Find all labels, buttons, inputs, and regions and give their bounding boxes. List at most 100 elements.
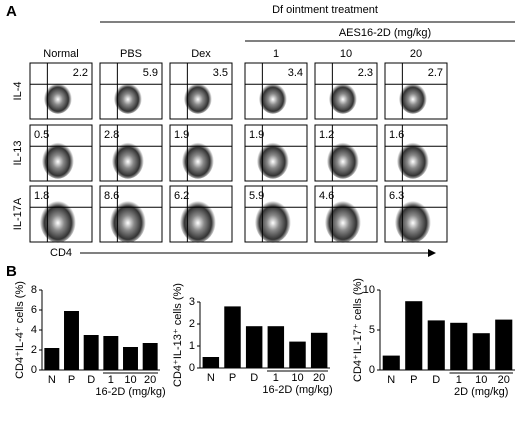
y-axis-label: CD4⁺IL-17⁺ cells (%) — [352, 278, 364, 382]
bar — [83, 335, 99, 370]
y-tick-label: 3 — [189, 296, 195, 308]
percent-label: 5.9 — [143, 67, 158, 79]
bar — [64, 311, 79, 370]
y-tick-label: 4 — [31, 324, 37, 336]
percent-label: 2.8 — [104, 129, 119, 141]
x-axis-label: CD4 — [50, 247, 72, 259]
x-tick-label: 20 — [144, 374, 156, 386]
x-tick-label: 1 — [273, 372, 279, 384]
x-tick-label: 1 — [108, 374, 114, 386]
percent-label: 5.9 — [249, 190, 264, 202]
cell-cloud — [179, 198, 216, 243]
bar — [382, 355, 400, 370]
y-tick-label: 6 — [31, 304, 37, 316]
y-tick-label: 8 — [31, 284, 37, 296]
y-tick-label: 2 — [189, 318, 195, 330]
cell-cloud — [324, 198, 361, 243]
bar — [245, 326, 263, 368]
group-label: 2D (mg/kg) — [454, 386, 508, 398]
y-tick-label: 10 — [363, 284, 375, 296]
column-label: PBS — [120, 48, 142, 60]
column-label: Dex — [191, 48, 211, 60]
cell-cloud — [113, 81, 142, 114]
x-tick-label: 1 — [456, 374, 462, 386]
y-tick-label: 5 — [369, 324, 375, 336]
bar — [405, 301, 423, 370]
cell-cloud — [109, 198, 146, 243]
percent-label: 2.2 — [73, 67, 88, 79]
group-label: 16-2D (mg/kg) — [95, 386, 165, 398]
cell-cloud — [256, 140, 289, 179]
bar — [495, 319, 513, 370]
panel-label: B — [6, 263, 17, 280]
bar — [142, 343, 158, 370]
percent-label: 1.9 — [249, 129, 264, 141]
cell-cloud — [396, 140, 429, 179]
x-tick-label: P — [68, 374, 75, 386]
percent-label: 1.6 — [389, 129, 404, 141]
x-tick-label: D — [87, 374, 95, 386]
column-label: 10 — [340, 48, 352, 60]
y-tick-label: 0 — [31, 364, 37, 376]
cell-cloud — [43, 81, 72, 114]
percent-label: 2.7 — [428, 67, 443, 79]
percent-label: 1.8 — [34, 190, 49, 202]
y-tick-label: 1 — [189, 340, 195, 352]
percent-label: 2.3 — [358, 67, 373, 79]
panel-label: A — [6, 3, 17, 20]
cell-cloud — [326, 140, 359, 179]
percent-label: 3.5 — [213, 67, 228, 79]
x-tick-label: D — [432, 374, 440, 386]
percent-label: 6.3 — [389, 190, 404, 202]
x-tick-label: P — [229, 372, 236, 384]
cell-cloud — [394, 198, 431, 243]
x-tick-label: 10 — [291, 372, 303, 384]
bar — [310, 332, 328, 368]
bar — [224, 306, 241, 368]
row-label: IL-13 — [12, 140, 24, 165]
bar — [123, 347, 138, 370]
column-label: 1 — [273, 48, 279, 60]
cell-cloud — [328, 81, 357, 114]
percent-label: 1.9 — [174, 129, 189, 141]
treatment-label: Df ointment treatment — [272, 4, 378, 16]
column-label: Normal — [43, 48, 78, 60]
y-tick-label: 0 — [369, 364, 375, 376]
bar — [267, 326, 285, 368]
column-label: 20 — [410, 48, 422, 60]
percent-label: 6.2 — [174, 190, 189, 202]
x-tick-label: 20 — [498, 374, 510, 386]
cell-cloud — [398, 81, 427, 114]
x-tick-label: 10 — [475, 374, 487, 386]
cell-cloud — [258, 81, 287, 114]
bar — [44, 348, 60, 370]
percent-label: 0.5 — [34, 129, 49, 141]
bar — [202, 357, 220, 368]
row-label: IL-17A — [12, 197, 24, 230]
bar — [427, 320, 445, 370]
x-tick-label: N — [207, 372, 215, 384]
percent-label: 3.4 — [288, 67, 303, 79]
y-tick-label: 0 — [189, 362, 195, 374]
row-label: IL-4 — [12, 82, 24, 101]
percent-label: 8.6 — [104, 190, 119, 202]
cell-cloud — [41, 140, 74, 179]
y-axis-label: CD4⁺IL-13⁺ cells (%) — [172, 283, 184, 387]
x-tick-label: P — [410, 374, 417, 386]
bar — [450, 322, 468, 370]
cell-cloud — [254, 198, 291, 243]
percent-label: 4.6 — [319, 190, 334, 202]
percent-label: 1.2 — [319, 129, 334, 141]
cell-cloud — [39, 198, 76, 243]
bar — [472, 333, 490, 370]
group-label: 16-2D (mg/kg) — [262, 384, 332, 396]
arrow-head — [428, 249, 436, 257]
x-tick-label: D — [250, 372, 258, 384]
bar — [289, 341, 306, 368]
x-tick-label: 20 — [313, 372, 325, 384]
cell-cloud — [111, 140, 144, 179]
y-tick-label: 2 — [31, 344, 37, 356]
cell-cloud — [181, 140, 214, 179]
group-label: AES16-2D (mg/kg) — [339, 27, 431, 39]
